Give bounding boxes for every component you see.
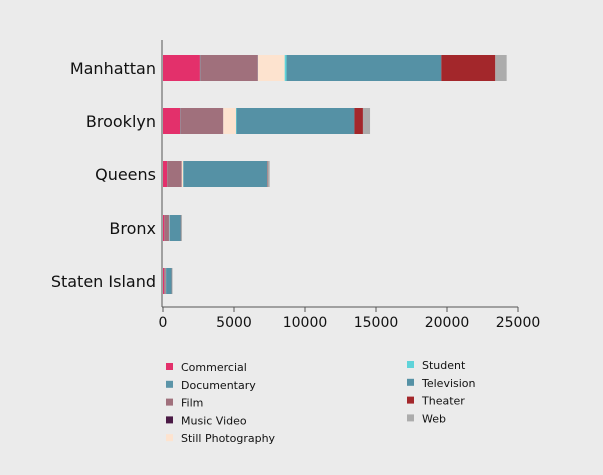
bar-brooklyn-web — [363, 108, 370, 134]
legend-label-music-video: Music Video — [181, 414, 247, 427]
bar-brooklyn-film — [180, 108, 223, 134]
legend-swatch-still-photography — [166, 434, 173, 441]
bar-staten-island-commercial — [163, 268, 164, 294]
x-tick-label: 0 — [159, 315, 168, 331]
bar-brooklyn-television — [237, 108, 355, 134]
bar-manhattan-commercial — [163, 55, 200, 81]
legend-swatch-commercial — [166, 363, 173, 370]
x-tick-label: 5000 — [216, 315, 252, 331]
bar-brooklyn-student — [236, 108, 237, 134]
bar-staten-island-film — [164, 268, 165, 294]
bar-manhattan-still-photography — [258, 55, 285, 81]
bar-queens-television — [183, 161, 267, 187]
legend-swatch-television — [407, 379, 414, 386]
bar-manhattan-web — [495, 55, 506, 81]
bar-brooklyn-still-photography — [223, 108, 236, 134]
legend-swatch-theater — [407, 397, 414, 404]
bar-bronx-commercial — [163, 215, 164, 241]
legend-label-documentary: Documentary — [181, 379, 256, 392]
legend-label-theater: Theater — [421, 395, 465, 408]
legend-label-web: Web — [422, 412, 446, 425]
legend-label-student: Student — [422, 359, 466, 372]
legend-label-television: Television — [421, 377, 476, 390]
bar-manhattan-music-video — [257, 55, 258, 81]
legend-swatch-documentary — [166, 381, 173, 388]
bar-bronx-film — [165, 215, 169, 241]
category-label-manhattan: Manhattan — [70, 59, 156, 78]
legend-label-still-photography: Still Photography — [181, 432, 276, 445]
bar-manhattan-student — [285, 55, 287, 81]
legend-swatch-music-video — [166, 416, 173, 423]
bar-bronx-television — [170, 215, 181, 241]
bar-manhattan-film — [200, 55, 257, 81]
bar-brooklyn-commercial — [163, 108, 180, 134]
bar-manhattan-television — [287, 55, 442, 81]
category-label-queens: Queens — [95, 165, 156, 184]
category-label-brooklyn: Brooklyn — [86, 112, 156, 131]
x-tick-label: 10000 — [283, 315, 328, 331]
legend-swatch-student — [407, 361, 414, 368]
category-label-staten-island: Staten Island — [51, 272, 156, 291]
bar-brooklyn-theater — [354, 108, 363, 134]
bar-staten-island-television — [166, 268, 172, 294]
bar-queens-still-photography — [182, 161, 183, 187]
x-tick-label: 25000 — [496, 315, 541, 331]
legend-swatch-film — [166, 399, 173, 406]
bar-queens-film — [167, 161, 181, 187]
bar-queens-web — [268, 161, 270, 187]
bar-staten-island-web — [172, 268, 173, 294]
legend-label-commercial: Commercial — [181, 361, 247, 374]
x-tick-label: 15000 — [354, 315, 399, 331]
legend-label-film: Film — [181, 397, 203, 410]
legend-swatch-web — [407, 414, 414, 421]
bar-manhattan-theater — [441, 55, 495, 81]
x-tick-label: 20000 — [425, 315, 470, 331]
bar-bronx-web — [181, 215, 182, 241]
bar-queens-commercial — [163, 161, 167, 187]
category-label-bronx: Bronx — [109, 219, 156, 238]
